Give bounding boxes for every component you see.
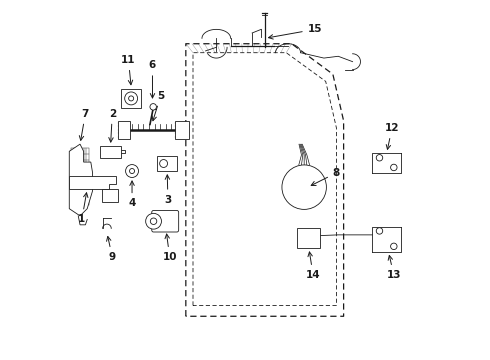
- Polygon shape: [101, 189, 118, 202]
- Bar: [297, 228, 320, 248]
- Bar: [122, 89, 141, 108]
- Text: 4: 4: [128, 181, 136, 208]
- Circle shape: [124, 92, 138, 105]
- Text: 5: 5: [152, 91, 164, 121]
- Text: 6: 6: [149, 60, 156, 98]
- Bar: [118, 121, 130, 139]
- Text: 1: 1: [78, 193, 88, 224]
- FancyBboxPatch shape: [152, 211, 179, 232]
- Polygon shape: [69, 144, 93, 216]
- Circle shape: [160, 159, 168, 167]
- Text: 7: 7: [79, 109, 89, 140]
- Circle shape: [125, 165, 139, 177]
- Text: 10: 10: [163, 234, 177, 262]
- Text: 2: 2: [109, 109, 116, 142]
- Circle shape: [391, 243, 397, 249]
- Circle shape: [376, 228, 383, 234]
- Bar: [100, 146, 122, 158]
- Circle shape: [150, 104, 156, 110]
- Text: 15: 15: [269, 24, 322, 39]
- Circle shape: [146, 213, 161, 229]
- Text: 3: 3: [164, 175, 171, 205]
- Circle shape: [129, 168, 135, 174]
- Circle shape: [150, 218, 157, 225]
- Circle shape: [282, 165, 326, 210]
- Text: 11: 11: [121, 55, 136, 85]
- Circle shape: [376, 154, 383, 161]
- Text: 12: 12: [385, 123, 399, 149]
- Circle shape: [391, 164, 397, 171]
- Text: 13: 13: [387, 256, 401, 280]
- Bar: [157, 156, 177, 171]
- Text: 14: 14: [306, 252, 320, 280]
- Polygon shape: [69, 176, 116, 189]
- Bar: [175, 121, 190, 139]
- Circle shape: [129, 96, 134, 101]
- Text: 9: 9: [106, 237, 116, 262]
- Text: 8: 8: [311, 168, 340, 185]
